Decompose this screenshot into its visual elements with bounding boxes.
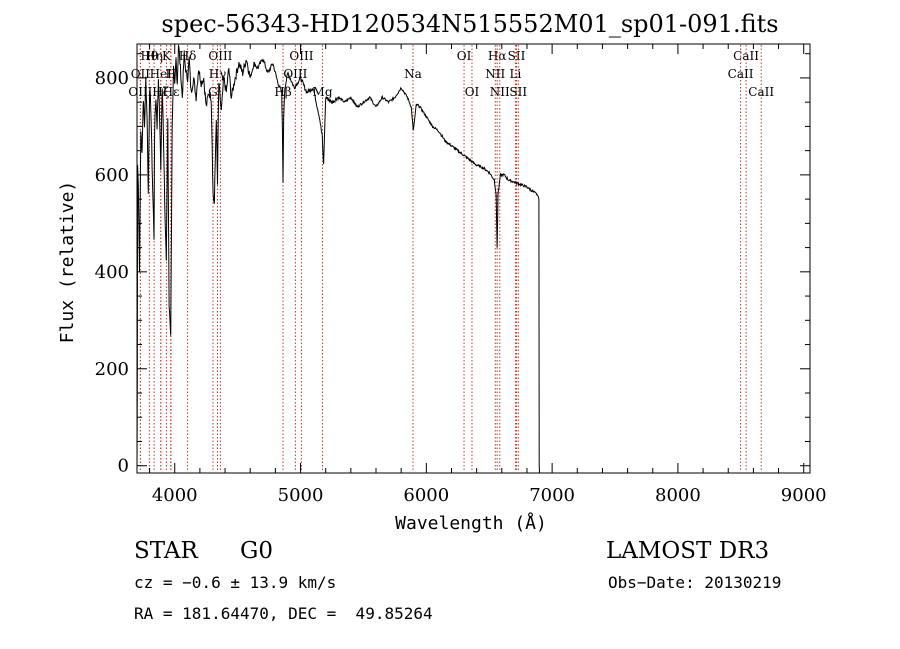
line-marker-label: Hα [488, 49, 507, 63]
line-marker-label: Hε [163, 85, 180, 99]
line-marker-label: K [162, 49, 172, 63]
line-marker-label: OIII [289, 49, 313, 63]
line-marker-label: OI [465, 85, 480, 99]
line-marker-label: Li [509, 67, 521, 81]
redshift-text: cz = −0.6 ± 13.9 km/s [134, 573, 337, 592]
line-marker-label: SII [509, 85, 527, 99]
line-marker-label: Hζ [152, 85, 169, 99]
line-marker-label: Hδ [179, 49, 197, 63]
obs-date-text: Obs−Date: 20130219 [608, 573, 782, 592]
line-marker-label: OIII [128, 85, 152, 99]
line-marker-label: NII [490, 85, 510, 99]
y-axis-label: Flux (relative) [57, 181, 78, 344]
plot-frame [136, 43, 811, 474]
x-tick-label: 4000 [152, 485, 198, 506]
chart-title: spec-56343-HD120534N515552M01_sp01-091.f… [161, 10, 778, 38]
line-marker-label: NII [485, 67, 505, 81]
coordinates-text: RA = 181.64470, DEC = 49.85264 [134, 604, 433, 623]
spectrum-line [136, 44, 540, 474]
x-tick-label: 5000 [278, 485, 324, 506]
y-axis-ticks: 0 200 400 600 800 [95, 53, 810, 477]
line-marker-label: OIII [208, 49, 232, 63]
x-axis-label: Wavelength (Å) [395, 512, 547, 534]
x-tick-label: 6000 [403, 485, 449, 506]
x-tick-label: 9000 [781, 485, 827, 506]
line-marker-label: CaII [748, 85, 774, 99]
y-tick-label: 200 [95, 359, 129, 380]
line-marker-label: Hη [145, 49, 163, 63]
y-tick-label: 400 [95, 262, 129, 283]
line-markers: HθOIIHηOIIIHeIHζKHHεHδOIIIHγGOIIIOIIIHβM… [128, 45, 774, 472]
x-axis-ticks: 4000 5000 6000 7000 8000 9000 [149, 44, 827, 506]
class-label: STAR [134, 538, 198, 564]
x-tick-label: 8000 [655, 485, 701, 506]
line-marker-label: SII [508, 49, 526, 63]
line-marker-label: G [208, 85, 218, 99]
line-marker-label: CaII [728, 67, 754, 81]
survey-label: LAMOST DR3 [606, 538, 770, 564]
x-tick-label: 7000 [529, 485, 575, 506]
line-marker-label: CaII [733, 49, 759, 63]
y-tick-label: 0 [118, 456, 129, 477]
subclass-label: G0 [240, 538, 274, 564]
line-marker-label: OI [457, 49, 472, 63]
line-marker-label: Mg [313, 85, 333, 99]
line-marker-label: Na [404, 67, 422, 81]
line-marker-label: Hβ [274, 85, 291, 99]
y-tick-label: 800 [95, 68, 129, 89]
y-tick-label: 600 [95, 165, 129, 186]
